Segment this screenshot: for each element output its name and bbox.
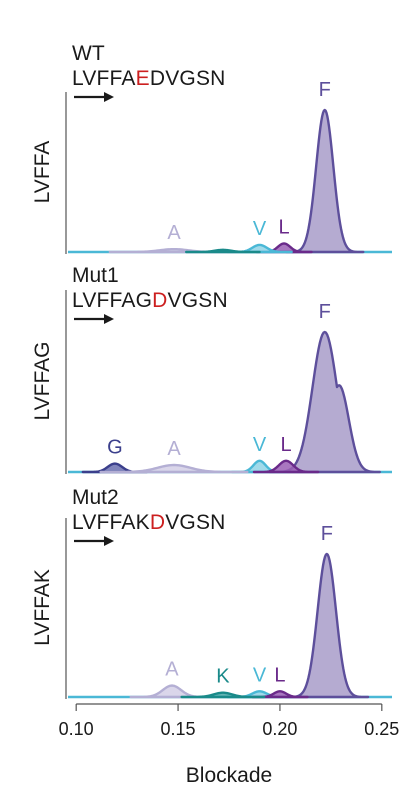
- panel-2-sequence: LVFFAGDVGSN: [72, 289, 228, 312]
- panel-2-peak-l: [252, 459, 320, 474]
- panel-3-peak-a: [129, 684, 215, 699]
- x-tick-label-2: 0.20: [262, 719, 297, 739]
- panel-1-ylabel: LVFFA: [31, 141, 54, 204]
- panel-2-ylabel: LVFFAG: [31, 342, 54, 421]
- panel-1-peak-label-v: V: [253, 218, 267, 240]
- panel-2-peak-a: [99, 463, 249, 474]
- panel-2-sequence-suffix: VGSN: [168, 289, 228, 312]
- panel-2-title: Mut1: [72, 264, 119, 287]
- panel-3-arrow-head-icon: [104, 536, 114, 546]
- panel-3-peak-k: [180, 691, 266, 699]
- panel-3-peak-label-a: A: [165, 659, 179, 681]
- panel-3-peak-label-f: F: [321, 523, 333, 545]
- panel-3-sequence-prefix: LVFFAK: [72, 511, 150, 534]
- panel-3-title: Mut2: [72, 486, 119, 509]
- panel-1-title: WT: [72, 42, 105, 65]
- panel-2-peak-label-f: F: [319, 301, 331, 323]
- panel-1-peak-label-f: F: [319, 79, 331, 101]
- panel-1-peak-label-l: L: [278, 216, 289, 238]
- panel-1-peak-k: [185, 248, 261, 254]
- panel-3-ylabel: LVFFAK: [31, 569, 54, 646]
- panel-3-sequence: LVFFAKDVGSN: [72, 511, 226, 534]
- panel-2-sequence-mutation: D: [152, 289, 167, 312]
- panel-1-sequence-prefix: LVFFA: [72, 67, 136, 90]
- panel-3-peak-label-l: L: [274, 664, 285, 686]
- panel-2-peak-label-a: A: [167, 438, 181, 460]
- x-tick-label-0: 0.10: [59, 719, 94, 739]
- panel-3-peak-label-k: K: [216, 666, 230, 688]
- panel-1-sequence-mutation: E: [136, 67, 150, 90]
- panel-1-peak-f: [285, 108, 365, 254]
- panel-3-peak-f: [284, 552, 370, 699]
- panel-1-sequence: LVFFAEDVGSN: [72, 67, 226, 90]
- panel-2-arrow-head-icon: [104, 314, 114, 324]
- panel-1-peak-label-a: A: [167, 222, 181, 244]
- panel-1-sequence-suffix: DVGSN: [150, 67, 226, 90]
- x-axis-label: Blockade: [186, 764, 272, 787]
- panel-3-peak-label-v: V: [253, 664, 267, 686]
- panel-2-peak-label-v: V: [253, 434, 267, 456]
- panel-2-peak-label-l: L: [280, 434, 291, 456]
- x-tick-label-1: 0.15: [161, 719, 196, 739]
- panel-2-peak-label-g: G: [107, 437, 123, 459]
- panel-2-sequence-prefix: LVFFAG: [72, 289, 152, 312]
- panel-3-sequence-suffix: VGSN: [165, 511, 225, 534]
- x-tick-label-3: 0.25: [364, 719, 399, 739]
- panel-1-arrow-head-icon: [104, 92, 114, 102]
- panel-3-sequence-mutation: D: [150, 511, 165, 534]
